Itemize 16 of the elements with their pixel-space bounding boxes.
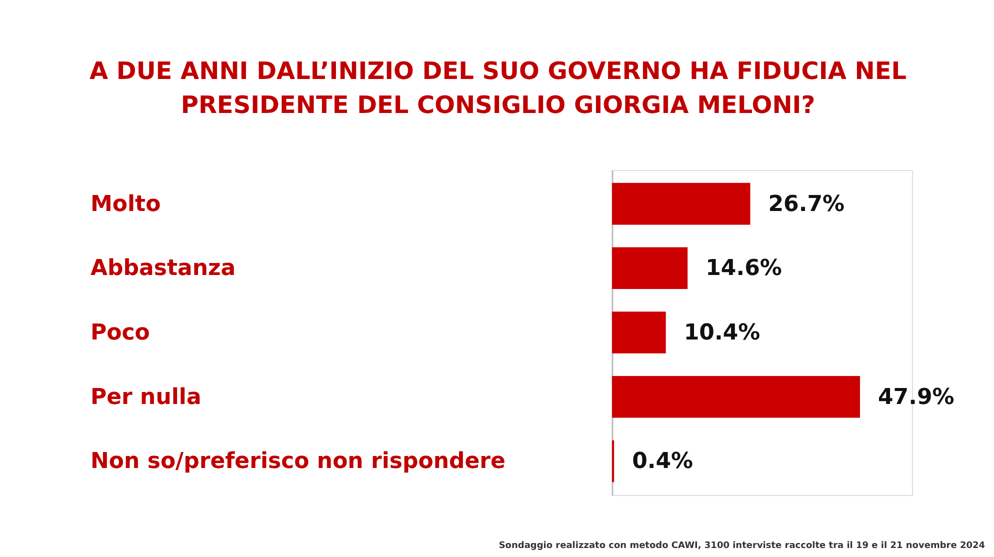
y-tick-label: Molto xyxy=(90,192,161,217)
y-tick-label: Poco xyxy=(90,320,150,346)
y-tick-label: Abbastanza xyxy=(90,256,236,282)
data-label: 47.9% xyxy=(878,384,954,410)
data-label: 10.4% xyxy=(684,320,760,346)
data-label: 26.7% xyxy=(768,192,845,217)
bar xyxy=(612,182,750,225)
data-label: 0.4% xyxy=(632,449,694,474)
text: Sondaggio realizzato con metodo CAWI, 3100 interviste raccolte tra il 19 e il 21 novembre 2024 xyxy=(498,541,985,551)
bar xyxy=(612,247,688,290)
y-tick-label: Non so/preferisco non rispondere xyxy=(90,449,506,474)
chart-title: A DUE ANNI DALL’INIZIO DEL SUO GOVERNO HA FIDUCIA NEL PRESIDENTE DEL CONSIGLIO GIORGIA MELONI? xyxy=(89,57,907,119)
bar xyxy=(612,376,860,418)
data-label: 14.6% xyxy=(706,256,782,282)
bar xyxy=(612,312,666,354)
y-tick-label: Per nulla xyxy=(90,384,202,410)
